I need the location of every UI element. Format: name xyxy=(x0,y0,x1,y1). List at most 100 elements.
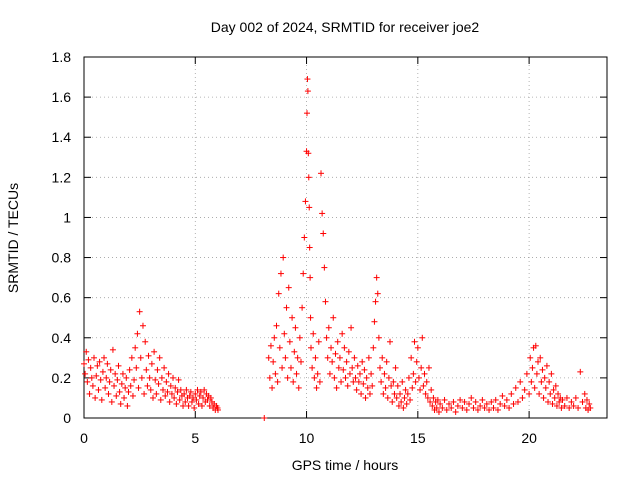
data-point xyxy=(183,386,190,393)
data-point xyxy=(323,334,330,341)
x-tick-label: 15 xyxy=(410,430,426,446)
data-point xyxy=(282,354,289,361)
axis-ticks xyxy=(83,56,607,419)
data-point xyxy=(283,304,290,311)
data-point xyxy=(297,358,304,365)
data-point xyxy=(388,382,395,389)
data-point xyxy=(529,364,536,371)
data-point xyxy=(470,404,477,411)
data-point xyxy=(540,394,547,401)
data-point xyxy=(430,394,437,401)
data-point xyxy=(164,388,171,395)
data-point xyxy=(194,386,201,393)
data-point xyxy=(285,284,292,291)
data-point xyxy=(106,378,113,385)
data-point xyxy=(497,400,504,407)
data-point xyxy=(559,396,566,403)
data-point xyxy=(542,384,549,391)
data-point xyxy=(508,390,515,397)
data-point xyxy=(415,374,422,381)
data-point xyxy=(499,392,506,399)
data-point xyxy=(448,404,455,411)
data-point xyxy=(427,398,434,405)
data-point xyxy=(494,406,501,413)
data-point xyxy=(160,386,167,393)
data-point xyxy=(177,386,184,393)
data-point xyxy=(575,404,582,411)
data-point xyxy=(290,378,297,385)
data-point xyxy=(413,358,420,365)
data-point xyxy=(162,392,169,399)
data-point xyxy=(122,384,129,391)
data-point xyxy=(93,372,100,379)
data-point xyxy=(289,314,296,321)
data-point xyxy=(443,406,450,413)
data-point xyxy=(492,396,499,403)
data-point xyxy=(552,382,559,389)
y-tick-label: 1 xyxy=(63,209,71,225)
data-point xyxy=(95,386,102,393)
data-point xyxy=(328,344,335,351)
data-point xyxy=(332,350,339,357)
data-point xyxy=(305,150,312,157)
data-point xyxy=(266,374,273,381)
data-point xyxy=(421,370,428,377)
data-point xyxy=(272,370,279,377)
data-point xyxy=(103,374,110,381)
data-point xyxy=(320,230,327,237)
x-tick-labels: 0 5 10 15 20 xyxy=(80,430,537,446)
data-point xyxy=(490,404,497,411)
data-point xyxy=(369,382,376,389)
data-point xyxy=(463,406,470,413)
data-point xyxy=(373,274,380,281)
data-point xyxy=(145,352,152,359)
data-point xyxy=(538,378,545,385)
data-point xyxy=(99,368,106,375)
data-point xyxy=(434,396,441,403)
data-point xyxy=(374,290,381,297)
chart-title: Day 002 of 2024, SRMTID for receiver joe… xyxy=(211,19,480,35)
data-point xyxy=(309,364,316,371)
data-point xyxy=(363,374,370,381)
data-point xyxy=(566,404,573,411)
data-point xyxy=(188,398,195,405)
data-point xyxy=(348,324,355,331)
data-point xyxy=(125,388,132,395)
data-point xyxy=(384,394,391,401)
data-point xyxy=(152,376,159,383)
data-point xyxy=(331,374,338,381)
data-point xyxy=(501,402,508,409)
data-point xyxy=(181,390,188,397)
data-point xyxy=(359,358,366,365)
data-point xyxy=(329,358,336,365)
data-point xyxy=(380,390,387,397)
data-point xyxy=(192,390,199,397)
data-point xyxy=(400,404,407,411)
data-point xyxy=(409,384,416,391)
data-point xyxy=(477,402,484,409)
data-point xyxy=(196,392,203,399)
data-point xyxy=(302,198,309,205)
data-point xyxy=(158,374,165,381)
data-point xyxy=(170,374,177,381)
data-point xyxy=(87,364,94,371)
data-point xyxy=(422,390,429,397)
data-point xyxy=(412,378,419,385)
data-point xyxy=(583,396,590,403)
data-point xyxy=(127,382,134,389)
data-point xyxy=(586,400,593,407)
data-point xyxy=(269,384,276,391)
data-point xyxy=(153,390,160,397)
data-point xyxy=(391,390,398,397)
data-point xyxy=(296,334,303,341)
y-tick-label: 0.2 xyxy=(52,370,72,386)
data-point xyxy=(371,318,378,325)
y-tick-label: 1.6 xyxy=(52,89,72,105)
data-point xyxy=(284,374,291,381)
data-point xyxy=(539,366,546,373)
grid-lines xyxy=(84,57,607,418)
data-point xyxy=(281,330,288,337)
data-point xyxy=(206,402,213,409)
data-point xyxy=(579,398,586,405)
y-axis-label: SRMTID / TECUs xyxy=(5,183,21,293)
